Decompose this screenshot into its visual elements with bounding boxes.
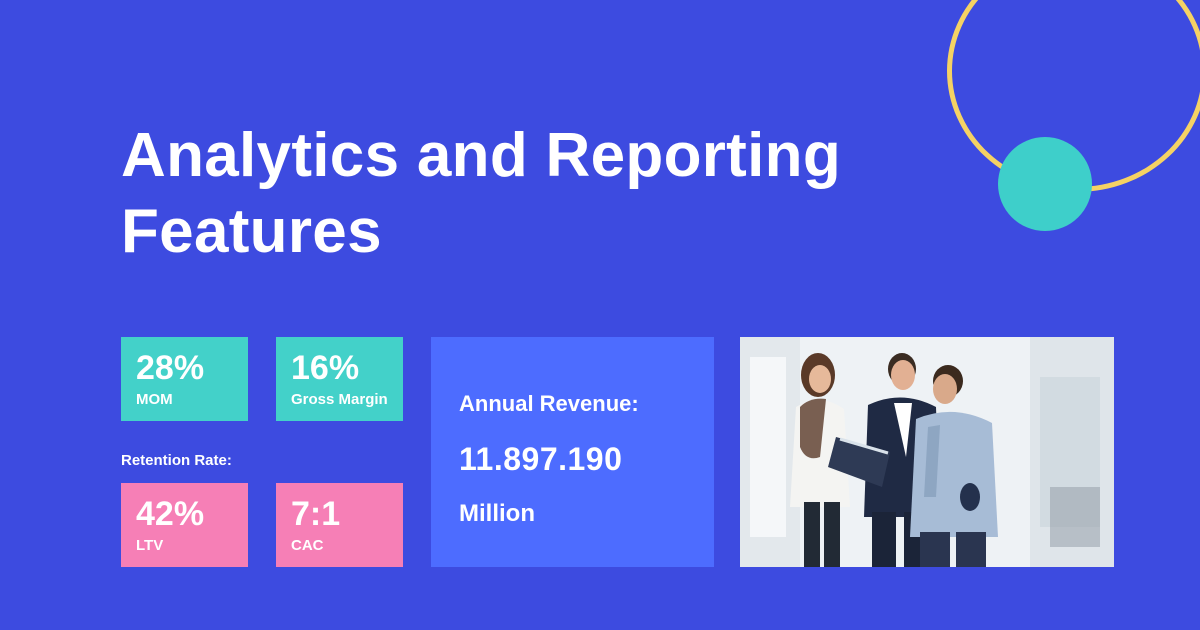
metric-card-cac: 7:1 CAC — [276, 483, 403, 567]
revenue-value: 11.897.190 — [459, 441, 623, 477]
metric-label: MOM — [136, 391, 173, 408]
metric-label: CAC — [291, 537, 324, 554]
revenue-unit: Million — [459, 500, 535, 527]
metric-card-ltv: 42% LTV — [121, 483, 248, 567]
business-team-photo — [740, 337, 1114, 567]
team-illustration — [740, 337, 1114, 567]
metric-value: 42% — [136, 495, 205, 533]
decorative-dot — [998, 137, 1092, 231]
metric-card-mom: 28% MOM — [121, 337, 248, 421]
metric-value: 7:1 — [291, 495, 341, 533]
metric-value: 28% — [136, 349, 205, 387]
revenue-label: Annual Revenue: — [459, 391, 639, 416]
metric-card-gross-margin: 16% Gross Margin — [276, 337, 403, 421]
annual-revenue-panel: Annual Revenue: 11.897.190 Million — [431, 337, 714, 567]
page-title: Analytics and Reporting Features — [121, 121, 841, 266]
metric-label: Gross Margin — [291, 391, 388, 408]
metric-value: 16% — [291, 349, 360, 387]
metric-label: LTV — [136, 537, 164, 554]
retention-rate-label: Retention Rate: — [121, 452, 232, 469]
